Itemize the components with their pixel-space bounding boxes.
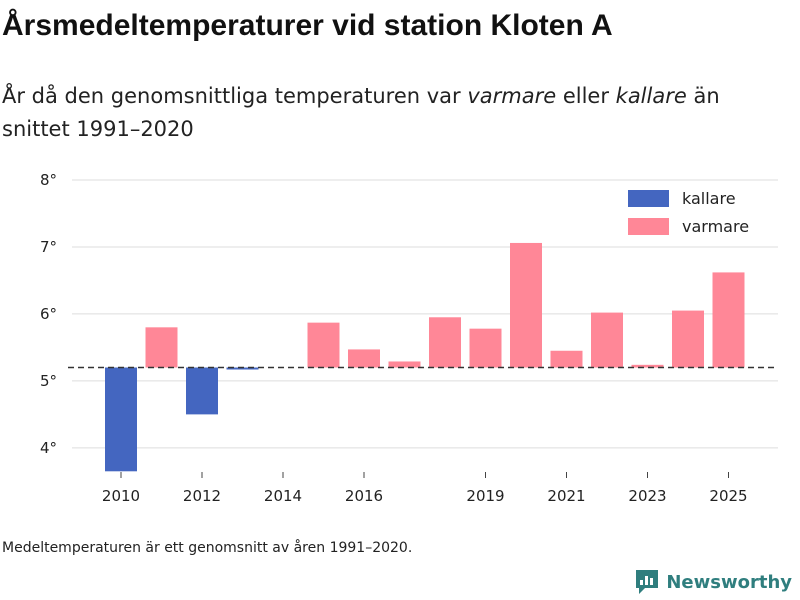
y-tick-label: 8° [40, 171, 57, 189]
subtitle-text-2: eller [556, 84, 616, 108]
bar-2013 [226, 367, 259, 370]
bar-2012 [186, 367, 218, 415]
bar-2024 [672, 310, 704, 368]
y-tick-label: 4° [40, 439, 57, 457]
newsworthy-logo-icon [636, 570, 659, 594]
chart-subtitle: År då den genomsnittliga temperaturen va… [2, 80, 792, 146]
legend: kallare varmare [628, 189, 749, 236]
subtitle-text-1: År då den genomsnittliga temperaturen va… [2, 84, 468, 108]
bar-2021 [550, 350, 583, 368]
x-tick-label: 2019 [466, 487, 504, 505]
bar-2010 [105, 367, 137, 472]
x-tick-label: 2012 [183, 487, 221, 505]
y-tick-label: 5° [40, 372, 57, 390]
footnote: Medeltemperaturen är ett genomsnitt av å… [2, 540, 413, 556]
legend-label-kallare: kallare [682, 189, 736, 208]
bar-2011 [145, 327, 178, 368]
bar-2022 [591, 312, 623, 368]
bars [105, 242, 745, 472]
brand-name: Newsworthy [666, 571, 792, 593]
x-tick-label: 2023 [628, 487, 666, 505]
subtitle-warmer-word: varmare [467, 84, 557, 108]
bar-2025 [712, 272, 745, 368]
temperature-bar-chart: 4°5°6°7°8° 2010 2012 2014 2016 2019 2021 2023 2… [40, 171, 778, 505]
y-tick-label: 7° [40, 238, 57, 256]
x-tick-label: 2025 [709, 487, 747, 505]
gridlines [72, 179, 778, 449]
bar-2017 [388, 361, 421, 368]
bar-2023 [631, 364, 664, 368]
bar-2015 [307, 322, 340, 368]
x-tick-label: 2014 [264, 487, 302, 505]
legend-swatch-kallare [628, 190, 669, 207]
chart-title: Årsmedeltemperaturer vid station Kloten … [2, 9, 613, 42]
subtitle-colder-word: kallare [615, 84, 687, 108]
bar-2018 [429, 317, 461, 368]
x-tick-label: 2021 [547, 487, 585, 505]
x-tick-label: 2016 [345, 487, 383, 505]
subtitle-text-3: än snittet 1991–2020 [2, 84, 720, 141]
x-axis: 2010 2012 2014 2016 2019 2021 2023 2025 [102, 472, 748, 505]
legend-label-varmare: varmare [682, 217, 749, 236]
bar-2019 [469, 328, 502, 368]
legend-swatch-varmare [628, 218, 669, 235]
y-axis: 4° 5° 6° 7° 8° [40, 171, 57, 457]
x-tick-label: 2010 [102, 487, 140, 505]
bar-2016 [348, 349, 380, 368]
bar-2020 [510, 242, 542, 368]
newsworthy-logo[interactable]: Newsworthy [634, 568, 792, 596]
y-tick-label: 6° [40, 305, 57, 323]
